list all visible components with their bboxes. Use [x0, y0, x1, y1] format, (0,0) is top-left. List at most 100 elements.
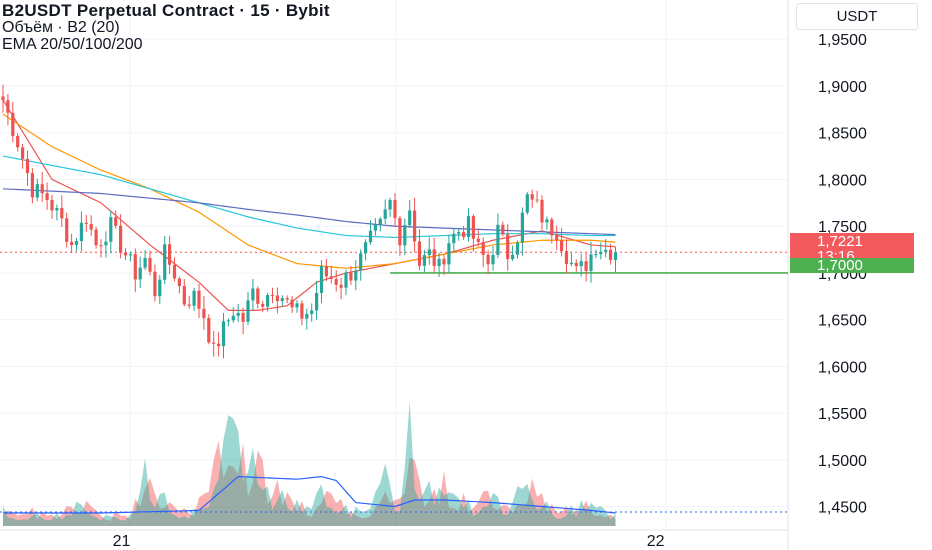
candle-body — [457, 232, 461, 234]
candle-body — [515, 242, 520, 255]
candle-body — [579, 261, 583, 267]
last-price-value: 1,7221 — [817, 233, 863, 250]
chart-legend: B2USDT Perpetual Contract · 15 · Bybit О… — [2, 2, 330, 53]
candle-body — [207, 318, 211, 343]
candle-body — [79, 222, 83, 242]
ema-indicator-label[interactable]: EMA 20/50/100/200 — [2, 36, 143, 53]
candle-body — [354, 270, 358, 281]
candle-body — [417, 241, 422, 266]
candle-body — [256, 288, 260, 304]
candle-body — [378, 218, 382, 225]
candle-body — [339, 284, 343, 288]
candle-body — [217, 343, 221, 347]
candle-body — [329, 276, 333, 279]
candle-body — [35, 184, 39, 198]
candle-body — [148, 257, 152, 272]
candle-body — [94, 229, 98, 246]
candle-body — [109, 217, 113, 242]
candle-body — [368, 230, 373, 243]
x-tick-label: 22 — [647, 533, 665, 550]
candle-body — [315, 292, 319, 311]
candle-body — [114, 217, 118, 226]
candle-body — [221, 321, 226, 347]
candle-body — [344, 272, 348, 288]
candle-body — [128, 254, 132, 256]
y-tick-label: 1,6000 — [818, 359, 867, 376]
candle-body — [613, 252, 618, 260]
candle-body — [452, 233, 456, 244]
candle-body — [143, 257, 147, 268]
candle-body — [197, 290, 201, 309]
candle-body — [476, 238, 480, 242]
candle-body — [491, 254, 495, 265]
candle-body — [187, 304, 191, 306]
volume-indicator-label[interactable]: Объём · B2 (20) — [2, 19, 120, 36]
candle-body — [555, 235, 559, 241]
candle-body — [373, 224, 377, 231]
candle-body — [25, 158, 30, 174]
level-price-value: 1,7000 — [817, 257, 863, 274]
volume-area-down — [3, 440, 616, 526]
y-tick-label: 1,8000 — [818, 172, 867, 189]
candle-body — [466, 216, 471, 238]
candle-body — [21, 147, 25, 159]
candle-body — [599, 251, 603, 255]
candle-body — [364, 242, 368, 254]
candle-body — [481, 241, 485, 255]
candle-body — [65, 218, 69, 242]
candle-body — [447, 243, 451, 265]
symbol-title[interactable]: B2USDT Perpetual Contract · 15 · Bybit — [2, 1, 330, 20]
candle-body — [334, 278, 338, 285]
candle-body — [437, 258, 441, 267]
candle-body — [525, 194, 529, 213]
candle-body — [89, 223, 93, 230]
candle-body — [530, 194, 534, 200]
candle-body — [1, 96, 5, 101]
candle-body — [163, 244, 167, 280]
candle-body — [236, 312, 240, 316]
candle-body — [359, 253, 363, 271]
candle-body — [569, 262, 573, 265]
candle-body — [30, 173, 34, 198]
ema-line-3 — [2, 188, 616, 236]
candle-body — [123, 252, 128, 256]
candle-body — [45, 193, 49, 201]
y-tick-label: 1,6500 — [818, 313, 867, 330]
candle-body — [177, 278, 181, 287]
candles — [1, 84, 618, 359]
candle-body — [275, 295, 279, 301]
candle-body — [295, 303, 299, 308]
candle-body — [153, 271, 157, 297]
candle-body — [231, 315, 235, 321]
y-tick-label: 1,4500 — [818, 500, 867, 517]
candle-body — [545, 219, 549, 223]
candle-body — [471, 216, 475, 239]
candle-body — [550, 219, 554, 236]
candle-body — [246, 300, 250, 322]
candle-body — [261, 303, 265, 307]
candle-body — [564, 251, 569, 265]
candle-body — [305, 313, 309, 319]
grid — [0, 0, 788, 530]
candle-body — [241, 312, 245, 322]
ema-line-0 — [2, 99, 616, 311]
candle-body — [280, 298, 284, 301]
candle-body — [535, 199, 539, 201]
candle-body — [84, 222, 88, 224]
candle-body — [270, 295, 275, 297]
y-tick-label: 1,5500 — [818, 406, 867, 423]
candle-body — [540, 199, 544, 223]
currency-button[interactable]: USDT — [796, 3, 918, 30]
candle-body — [119, 225, 123, 253]
volume-pane — [0, 401, 788, 526]
candle-body — [408, 210, 412, 226]
candle-body — [403, 225, 407, 246]
candle-body — [70, 241, 74, 245]
candle-body — [501, 224, 505, 235]
candle-body — [99, 245, 103, 247]
candle-body — [462, 232, 466, 238]
candle-body — [168, 244, 172, 265]
candle-body — [496, 224, 500, 255]
candle-body — [192, 290, 196, 306]
